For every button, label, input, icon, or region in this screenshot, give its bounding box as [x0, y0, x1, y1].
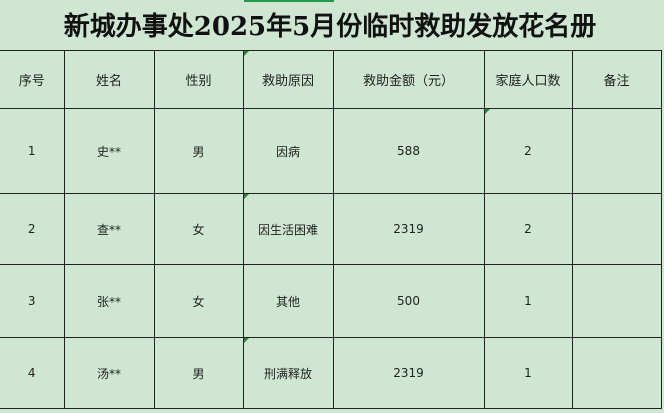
cell-remarks[interactable]	[571, 337, 662, 409]
cell-reason-value: 因生活困难	[257, 222, 318, 237]
cell-name[interactable]: 张**	[63, 264, 155, 338]
header-gender[interactable]: 性别	[153, 50, 244, 109]
header-remarks[interactable]: 备注	[571, 50, 662, 109]
header-reason[interactable]: 救助原因	[242, 50, 334, 109]
cell-reason[interactable]: 因病	[242, 108, 334, 194]
header-name[interactable]: 姓名	[63, 50, 155, 109]
cell-index[interactable]: 1	[0, 108, 65, 194]
cell-gender[interactable]: 男	[153, 337, 244, 409]
cell-index[interactable]: 4	[0, 337, 65, 409]
cell-reason[interactable]: 因生活困难	[242, 193, 334, 265]
header-amount[interactable]: 救助金额（元）	[332, 50, 485, 109]
cell-remarks[interactable]	[571, 193, 662, 265]
relief-roster-table: 序号 姓名 性别 救助原因 救助金额（元） 家庭人口数 备注 1 史** 男 因…	[0, 50, 662, 409]
table-row: 2 查** 女 因生活困难 2319 2	[0, 193, 662, 265]
cell-index[interactable]: 3	[0, 264, 65, 338]
cell-amount[interactable]: 588	[332, 108, 485, 194]
cell-name[interactable]: 汤**	[63, 337, 155, 409]
comment-marker-icon	[484, 109, 490, 114]
selected-column-marker	[244, 0, 334, 2]
cell-family-size-value: 2	[524, 144, 532, 158]
cell-family-size[interactable]: 1	[483, 264, 573, 338]
header-row: 序号 姓名 性别 救助原因 救助金额（元） 家庭人口数 备注	[0, 50, 662, 109]
cell-gender[interactable]: 男	[153, 108, 244, 194]
cell-reason[interactable]: 刑满释放	[242, 337, 334, 409]
sheet-edge	[664, 0, 668, 413]
header-index[interactable]: 序号	[0, 50, 65, 109]
table-row: 1 史** 男 因病 588 2	[0, 108, 662, 194]
cell-amount[interactable]: 500	[332, 264, 485, 338]
cell-family-size[interactable]: 2	[483, 108, 573, 194]
cell-name[interactable]: 查**	[63, 193, 155, 265]
header-family-size[interactable]: 家庭人口数	[483, 50, 573, 109]
cell-index[interactable]: 2	[0, 193, 65, 265]
comment-marker-icon	[243, 194, 249, 199]
header-reason-label: 救助原因	[261, 74, 314, 89]
cell-amount[interactable]: 2319	[332, 193, 485, 265]
cell-reason-value: 刑满释放	[263, 366, 312, 381]
comment-marker-icon	[243, 338, 249, 343]
cell-amount[interactable]: 2319	[332, 337, 485, 409]
cell-name[interactable]: 史**	[63, 108, 155, 194]
cell-remarks[interactable]	[571, 108, 662, 194]
cell-reason[interactable]: 其他	[242, 264, 334, 338]
table-row: 3 张** 女 其他 500 1	[0, 264, 662, 338]
cell-gender[interactable]: 女	[153, 264, 244, 338]
sheet-title: 新城办事处2025年5月份临时救助发放花名册	[63, 12, 597, 42]
comment-marker-icon	[243, 51, 249, 56]
cell-gender[interactable]: 女	[153, 193, 244, 265]
cell-remarks[interactable]	[571, 264, 662, 338]
table-row: 4 汤** 男 刑满释放 2319 1	[0, 337, 662, 409]
cell-family-size[interactable]: 1	[483, 337, 573, 409]
cell-family-size[interactable]: 2	[483, 193, 573, 265]
